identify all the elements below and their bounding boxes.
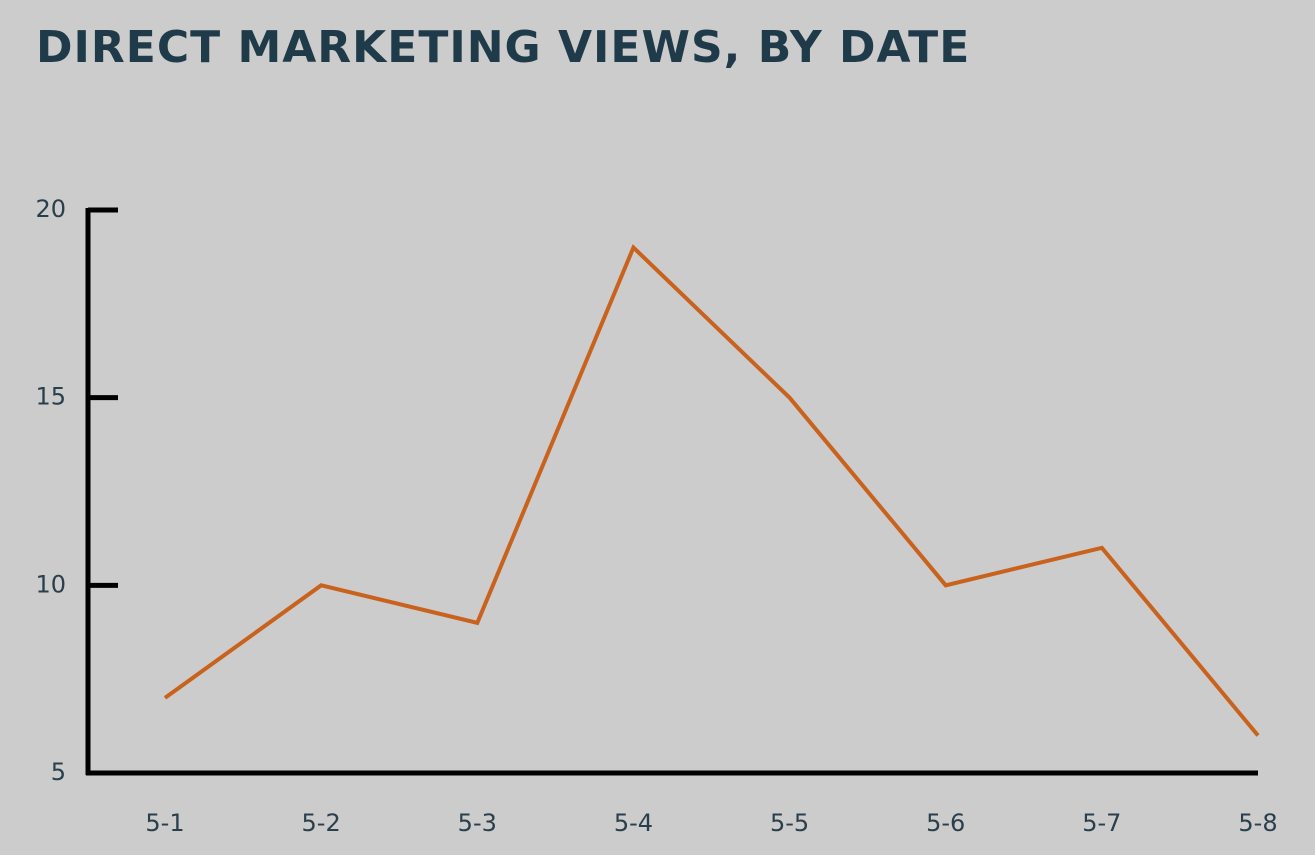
x-tick-label: 5-6	[926, 809, 965, 837]
chart-title: DIRECT MARKETING VIEWS, BY DATE	[36, 22, 970, 73]
x-tick-label: 5-7	[1082, 809, 1121, 837]
y-tick-label: 20	[35, 195, 66, 223]
line-series	[163, 244, 1260, 737]
y-tick-label: 15	[35, 383, 66, 411]
x-tick-label: 5-2	[302, 809, 341, 837]
x-tick-label: 5-1	[145, 809, 184, 837]
y-tick-label: 5	[51, 758, 66, 786]
x-tick-label: 5-4	[614, 809, 653, 837]
y-tick-label: 10	[35, 570, 66, 598]
x-tick-label: 5-5	[770, 809, 809, 837]
x-tick-label: 5-3	[458, 809, 497, 837]
x-tick-label: 5-8	[1238, 809, 1277, 837]
